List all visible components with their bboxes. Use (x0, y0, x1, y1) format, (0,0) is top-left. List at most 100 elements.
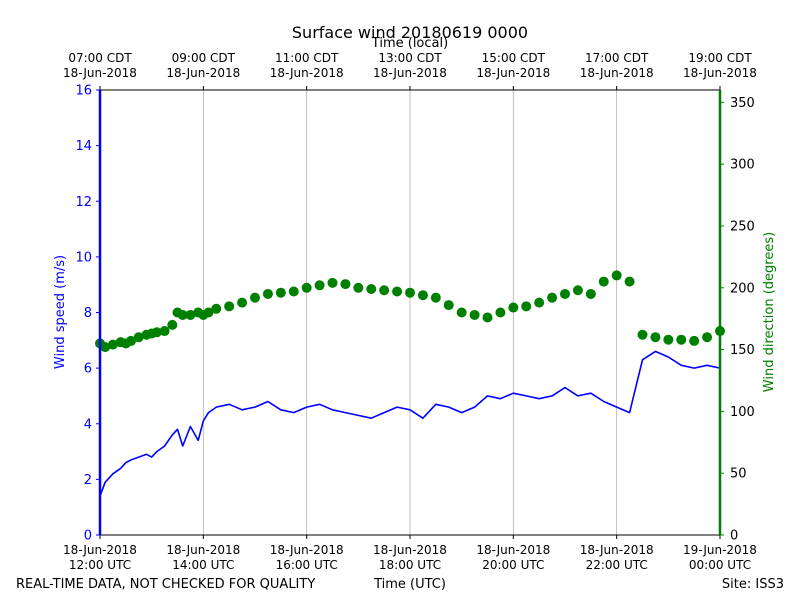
wind-direction-point (443, 300, 454, 311)
top-tick-label-date: 18-Jun-2018 (270, 66, 344, 80)
left-tick-label: 14 (75, 139, 92, 154)
wind-direction-point (203, 307, 214, 318)
wind-direction-point (301, 282, 312, 293)
bottom-tick-label-time: 20:00 UTC (482, 558, 544, 572)
wind-direction-point (624, 276, 635, 287)
wind-direction-point (495, 307, 506, 318)
right-tick-label: 50 (730, 467, 747, 482)
bottom-tick-label-time: 22:00 UTC (586, 558, 648, 572)
right-tick-label: 0 (730, 529, 738, 544)
wind-direction-point (598, 276, 609, 287)
left-tick-label: 2 (84, 473, 92, 488)
bottom-tick-label-date: 18-Jun-2018 (580, 543, 654, 557)
right-tick-label: 100 (730, 405, 755, 420)
wind-speed-series (99, 350, 721, 497)
top-tick-label-time: 17:00 CDT (585, 51, 649, 65)
footer-site: Site: ISS3 (722, 577, 784, 592)
left-tick-label: 8 (84, 306, 92, 321)
wind-direction-point (224, 301, 235, 312)
left-tick-label: 12 (75, 195, 92, 210)
wind-direction-point (430, 292, 441, 303)
top-tick-label-time: 09:00 CDT (172, 51, 236, 65)
vertical-gridlines (202, 90, 618, 535)
top-tick-label-date: 18-Jun-2018 (580, 66, 654, 80)
wind-direction-point (469, 309, 480, 320)
wind-direction-point (405, 287, 415, 298)
left-tick-label: 16 (75, 84, 92, 99)
wind-direction-point (237, 297, 248, 308)
top-tick-label-date: 18-Jun-2018 (683, 66, 757, 80)
left-axis-label: Wind speed (m/s) (53, 255, 68, 369)
footer-left-note: REAL-TIME DATA, NOT CHECKED FOR QUALITY (16, 577, 315, 592)
wind-direction-point (417, 290, 428, 301)
top-tick-label-date: 18-Jun-2018 (476, 66, 550, 80)
wind-direction-point (250, 292, 260, 303)
bottom-tick-label-time: 12:00 UTC (69, 558, 131, 572)
bottom-tick-label-date: 18-Jun-2018 (166, 543, 240, 557)
bottom-tick-label-time: 16:00 UTC (276, 558, 338, 572)
right-tick-label: 250 (730, 219, 755, 234)
top-tick-label-time: 13:00 CDT (378, 51, 442, 65)
right-tick-label: 350 (730, 96, 755, 111)
wind-direction-point (456, 307, 467, 318)
wind-direction-point (702, 332, 713, 343)
wind-direction-point (327, 277, 338, 288)
right-axis-label: Wind direction (degrees) (762, 232, 777, 392)
wind-direction-point (521, 301, 532, 312)
bottom-tick-label-date: 19-Jun-2018 (683, 543, 757, 557)
bottom-tick-label-date: 18-Jun-2018 (373, 543, 447, 557)
bottom-tick-label-time: 14:00 UTC (172, 558, 234, 572)
top-tick-label-time: 07:00 CDT (68, 51, 132, 65)
right-tick-label: 150 (730, 343, 755, 358)
wind-speed-line (99, 350, 721, 497)
wind-direction-point (650, 332, 661, 343)
top-tick-label-time: 19:00 CDT (688, 51, 752, 65)
left-axis-ticks: 0 2 4 6 8 10 12 14 16 (75, 84, 100, 544)
wind-direction-point (275, 287, 286, 298)
bottom-tick-label-time: 00:00 UTC (689, 558, 751, 572)
right-tick-label: 300 (730, 158, 755, 173)
top-axis-label: Time (local) (371, 36, 448, 51)
right-tick-label: 200 (730, 281, 755, 296)
wind-direction-point (379, 285, 390, 296)
left-tick-label: 10 (75, 250, 92, 265)
wind-direction-point (572, 285, 583, 296)
left-tick-label: 6 (84, 362, 92, 377)
left-tick-label: 0 (84, 529, 92, 544)
wind-direction-point (211, 303, 222, 314)
wind-direction-point (262, 288, 273, 299)
top-tick-label-time: 15:00 CDT (482, 51, 546, 65)
bottom-tick-label-date: 18-Jun-2018 (270, 543, 344, 557)
wind-direction-point (585, 288, 596, 299)
wind-direction-point (126, 335, 136, 346)
wind-direction-point (663, 334, 674, 345)
wind-direction-point (177, 309, 188, 320)
right-axis-ticks: 0 50 100 150 200 250 300 350 (720, 96, 755, 544)
wind-direction-point (534, 297, 545, 308)
wind-direction-point (288, 286, 299, 297)
wind-direction-point (100, 342, 111, 353)
wind-direction-point (107, 339, 118, 350)
wind-direction-point (689, 335, 700, 346)
wind-direction-point (611, 270, 622, 281)
wind-direction-point (637, 329, 648, 340)
wind-direction-point (151, 327, 162, 338)
wind-direction-point (547, 292, 558, 303)
wind-direction-point (167, 319, 178, 330)
x-axis-label: Time (UTC) (373, 577, 446, 592)
wind-direction-point (392, 286, 403, 297)
wind-direction-point (508, 302, 519, 313)
left-tick-label: 4 (84, 417, 92, 432)
top-tick-label-date: 18-Jun-2018 (63, 66, 137, 80)
wind-direction-point (133, 332, 144, 343)
chart-title: Surface wind 20180619 0000 (292, 23, 528, 42)
bottom-tick-label-date: 18-Jun-2018 (63, 543, 137, 557)
wind-direction-point (560, 288, 570, 299)
wind-direction-point (314, 280, 325, 291)
wind-direction-point (676, 334, 687, 345)
bottom-tick-label-date: 18-Jun-2018 (476, 543, 550, 557)
wind-direction-point (159, 326, 170, 337)
